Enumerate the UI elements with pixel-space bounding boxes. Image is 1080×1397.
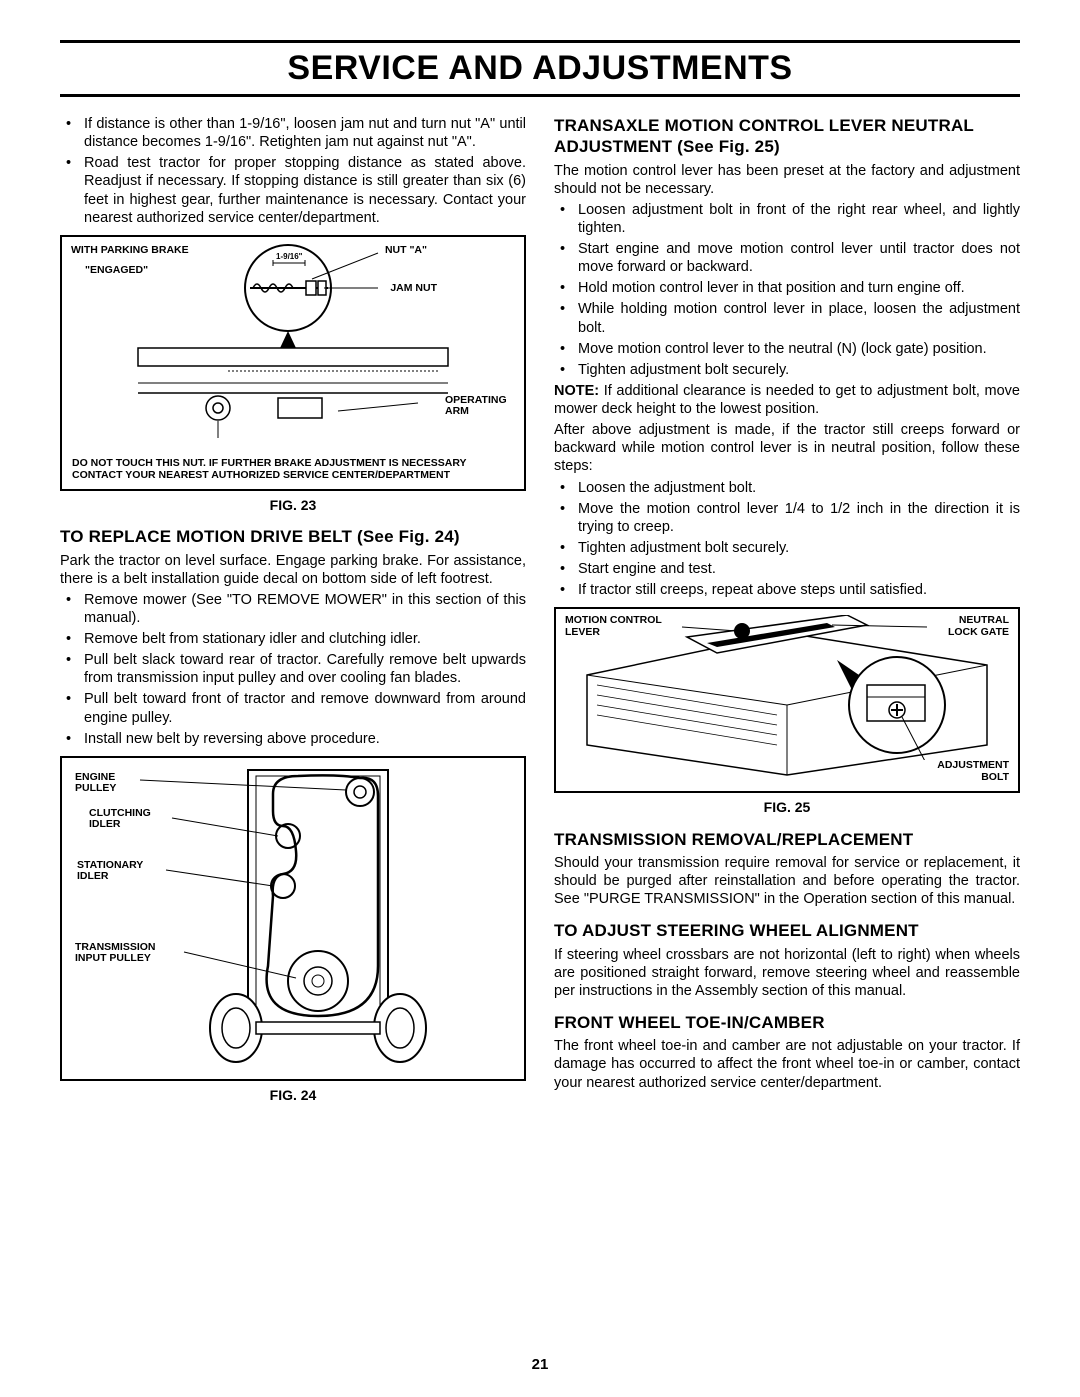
note-lead: NOTE: (554, 383, 599, 399)
left-column: If distance is other than 1-9/16", loose… (60, 115, 526, 1114)
transaxle-note: NOTE: If additional clearance is needed … (554, 382, 1020, 418)
fig24-label-trans: TRANSMISSION INPUT PULLEY (74, 942, 174, 965)
list-item: Loosen the adjustment bolt. (578, 479, 1020, 497)
steering-heading: TO ADJUST STEERING WHEEL ALIGNMENT (554, 920, 1020, 941)
intro-bullets: If distance is other than 1-9/16", loose… (60, 115, 526, 227)
list-item: While holding motion control lever in pl… (578, 300, 1020, 336)
page-title: SERVICE AND ADJUSTMENTS (60, 40, 1020, 97)
fig24-label-stat: STATIONARY IDLER (76, 860, 156, 883)
content-columns: If distance is other than 1-9/16", loose… (60, 115, 1020, 1114)
trans-removal-heading: TRANSMISSION REMOVAL/REPLACEMENT (554, 829, 1020, 850)
transaxle-bullets: Loosen adjustment bolt in front of the r… (554, 201, 1020, 379)
list-item: Tighten adjustment bolt securely. (578, 361, 1020, 379)
list-item: Loosen adjustment bolt in front of the r… (578, 201, 1020, 237)
transaxle-bullets2: Loosen the adjustment bolt. Move the mot… (554, 479, 1020, 600)
toein-body: The front wheel toe-in and camber are no… (554, 1037, 1020, 1091)
replace-belt-heading: TO REPLACE MOTION DRIVE BELT (See Fig. 2… (60, 526, 526, 547)
fig23-label-nuta: NUT "A" (384, 245, 428, 257)
note-body: If additional clearance is needed to get… (554, 383, 1020, 417)
fig24-caption: FIG. 24 (60, 1087, 526, 1105)
fig25-label-lever: MOTION CONTROL LEVER (564, 615, 674, 638)
list-item: Move the motion control lever 1/4 to 1/2… (578, 500, 1020, 536)
right-column: TRANSAXLE MOTION CONTROL LEVER NEUTRAL A… (554, 115, 1020, 1114)
toein-heading: FRONT WHEEL TOE-IN/CAMBER (554, 1012, 1020, 1033)
replace-belt-bullets: Remove mower (See "TO REMOVE MOWER" in t… (60, 591, 526, 748)
list-item: Remove belt from stationary idler and cl… (84, 630, 526, 648)
figure-25: MOTION CONTROL LEVER NEUTRAL LOCK GATE A… (554, 607, 1020, 793)
steering-body: If steering wheel crossbars are not hori… (554, 946, 1020, 1000)
fig23-label-oparm: OPERATING ARM (444, 395, 514, 418)
fig23-label-parking: WITH PARKING BRAKE (70, 245, 190, 257)
list-item: Hold motion control lever in that positi… (578, 279, 1020, 297)
fig23-label-engaged: "ENGAGED" (84, 265, 149, 277)
fig23-label-jamnut: JAM NUT (389, 283, 438, 295)
transaxle-intro: The motion control lever has been preset… (554, 162, 1020, 198)
list-item: Start engine and move motion control lev… (578, 240, 1020, 276)
list-item: If distance is other than 1-9/16", loose… (84, 115, 526, 151)
figure-24: ENGINE PULLEY CLUTCHING IDLER STATIONARY… (60, 756, 526, 1081)
fig23-caption: FIG. 23 (60, 497, 526, 515)
list-item: Install new belt by reversing above proc… (84, 730, 526, 748)
fig23-measure-text: 1-9/16" (276, 252, 303, 261)
list-item: Road test tractor for proper stopping di… (84, 154, 526, 227)
list-item: Start engine and test. (578, 560, 1020, 578)
transaxle-after: After above adjustment is made, if the t… (554, 421, 1020, 475)
list-item: Pull belt slack toward rear of tractor. … (84, 651, 526, 687)
fig25-label-gate: NEUTRAL LOCK GATE (940, 615, 1010, 638)
fig24-label-clutch: CLUTCHING IDLER (88, 808, 162, 831)
list-item: Remove mower (See "TO REMOVE MOWER" in t… (84, 591, 526, 627)
list-item: Move motion control lever to the neutral… (578, 340, 1020, 358)
list-item: If tractor still creeps, repeat above st… (578, 581, 1020, 599)
trans-removal-body: Should your transmission require removal… (554, 854, 1020, 908)
fig25-caption: FIG. 25 (554, 799, 1020, 817)
figure-23: WITH PARKING BRAKE "ENGAGED" NUT "A" JAM… (60, 235, 526, 491)
replace-belt-intro: Park the tractor on level surface. Engag… (60, 552, 526, 588)
list-item: Tighten adjustment bolt securely. (578, 539, 1020, 557)
page-number: 21 (0, 1356, 1080, 1373)
list-item: Pull belt toward front of tractor and re… (84, 690, 526, 726)
transaxle-heading: TRANSAXLE MOTION CONTROL LEVER NEUTRAL A… (554, 115, 1020, 158)
fig25-label-bolt: ADJUSTMENT BOLT (920, 760, 1010, 783)
fig24-label-engine: ENGINE PULLEY (74, 772, 130, 795)
fig23-warning: DO NOT TOUCH THIS NUT. IF FURTHER BRAKE … (68, 455, 518, 483)
